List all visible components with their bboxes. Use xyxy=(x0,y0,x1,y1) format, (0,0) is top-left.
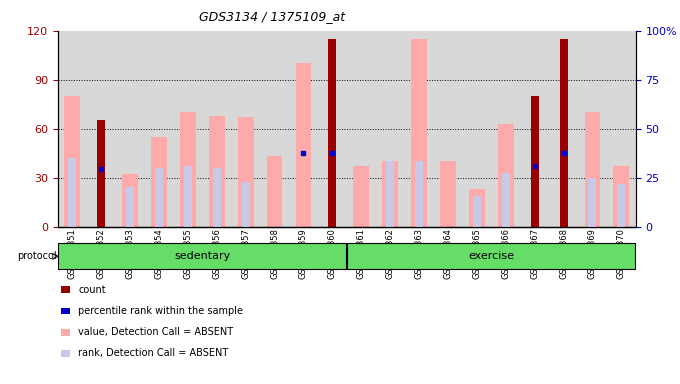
Bar xyxy=(213,168,221,227)
Bar xyxy=(65,96,80,227)
Bar xyxy=(469,189,485,227)
Bar xyxy=(415,161,423,227)
Bar xyxy=(617,184,626,227)
Bar xyxy=(238,117,254,227)
Bar xyxy=(585,113,600,227)
Text: value, Detection Call = ABSENT: value, Detection Call = ABSENT xyxy=(78,327,233,337)
Bar xyxy=(354,166,369,227)
Bar xyxy=(97,121,105,227)
Bar xyxy=(386,161,394,227)
Bar xyxy=(267,156,282,227)
Bar xyxy=(473,195,481,227)
Bar xyxy=(151,137,167,227)
Text: protocol: protocol xyxy=(18,251,57,262)
Bar xyxy=(530,168,539,227)
Bar xyxy=(382,161,398,227)
Bar xyxy=(328,39,337,227)
Bar xyxy=(296,63,311,227)
Bar xyxy=(122,174,138,227)
Bar xyxy=(613,166,629,227)
Bar xyxy=(180,113,196,227)
Bar xyxy=(588,178,596,227)
Text: count: count xyxy=(78,285,106,295)
Bar xyxy=(411,39,427,227)
Bar xyxy=(68,158,76,227)
Bar xyxy=(502,173,510,227)
Text: exercise: exercise xyxy=(469,251,514,261)
FancyBboxPatch shape xyxy=(58,243,346,269)
Bar xyxy=(560,39,568,227)
Bar xyxy=(560,173,568,227)
Bar xyxy=(155,168,163,227)
FancyBboxPatch shape xyxy=(347,243,635,269)
Bar xyxy=(209,116,224,227)
Bar xyxy=(498,124,513,227)
Text: percentile rank within the sample: percentile rank within the sample xyxy=(78,306,243,316)
Text: sedentary: sedentary xyxy=(174,251,231,261)
Bar xyxy=(184,166,192,227)
Bar xyxy=(241,182,250,227)
Bar xyxy=(530,96,539,227)
Text: rank, Detection Call = ABSENT: rank, Detection Call = ABSENT xyxy=(78,348,228,358)
Text: GDS3134 / 1375109_at: GDS3134 / 1375109_at xyxy=(199,10,345,23)
Bar xyxy=(440,161,456,227)
Bar xyxy=(126,187,134,227)
